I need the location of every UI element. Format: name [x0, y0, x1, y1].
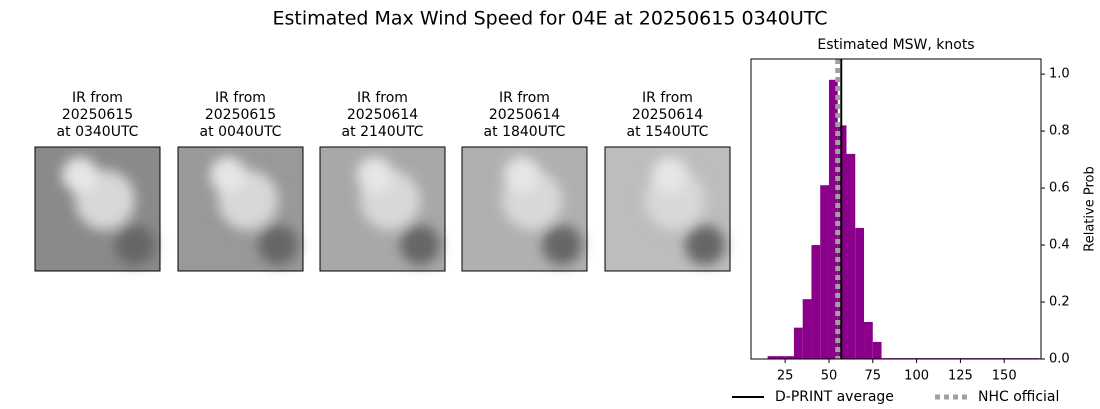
x-tick-label: 50 — [821, 369, 838, 384]
panel-label: at 0340UTC — [57, 124, 139, 140]
image-border — [461, 146, 588, 272]
panel-label: 20250614 — [632, 107, 703, 123]
cloud — [685, 225, 725, 265]
satellite-image — [177, 146, 304, 272]
image-border — [604, 146, 731, 272]
plot-frame — [750, 58, 1042, 360]
panel-label: at 0040UTC — [200, 124, 282, 140]
bar — [802, 299, 812, 359]
legend-label: D-PRINT average — [775, 389, 894, 405]
panel-label: IR from — [215, 90, 266, 106]
bar — [855, 227, 865, 359]
bar — [785, 356, 794, 359]
chart-title: Estimated MSW, knots — [817, 37, 974, 53]
panel-label: 20250614 — [347, 107, 418, 123]
x-tick-label: 125 — [948, 369, 973, 384]
satellite-image — [604, 146, 731, 272]
clouds — [62, 157, 155, 265]
bar — [767, 356, 777, 359]
panel-label: 20250615 — [205, 107, 276, 123]
clouds — [645, 157, 725, 265]
y-tick-label: 0.6 — [1049, 181, 1070, 196]
panel-label: IR from — [72, 90, 123, 106]
bar — [828, 79, 838, 359]
y-tick-label: 0.0 — [1049, 352, 1070, 367]
y-tick-label: 0.2 — [1049, 295, 1070, 310]
cloud — [652, 157, 688, 193]
cloud — [115, 225, 155, 265]
x-tick-label: 100 — [904, 369, 929, 384]
x-tick-label: 75 — [865, 369, 882, 384]
cloud — [542, 225, 582, 265]
bar — [776, 356, 786, 359]
satellite-image — [319, 146, 446, 272]
clouds — [502, 157, 582, 265]
image-border — [177, 146, 304, 272]
bar — [846, 153, 856, 359]
x-tick-label: 150 — [992, 369, 1017, 384]
clouds — [357, 157, 440, 265]
cloud — [357, 157, 393, 193]
panel-label: IR from — [357, 90, 408, 106]
satellite-image — [461, 146, 588, 272]
satellite-image — [34, 146, 161, 272]
cloud — [258, 225, 298, 265]
bar — [811, 245, 821, 359]
panel-label: 20250615 — [62, 107, 133, 123]
y-tick-label: 0.8 — [1049, 124, 1070, 139]
panel-label: IR from — [642, 90, 693, 106]
panel-label: at 1540UTC — [627, 124, 709, 140]
bar — [820, 185, 829, 359]
y-axis-label: Relative Prob — [1083, 166, 1098, 251]
panel-label: at 1840UTC — [484, 124, 566, 140]
figure-title: Estimated Max Wind Speed for 04E at 2025… — [272, 8, 827, 30]
y-tick-label: 0.4 — [1049, 238, 1070, 253]
legend-label: NHC official — [978, 389, 1059, 405]
bar — [793, 327, 803, 359]
cloud — [504, 157, 540, 193]
cloud — [210, 157, 246, 193]
panel-label: 20250614 — [489, 107, 560, 123]
y-tick-label: 1.0 — [1049, 67, 1070, 82]
bar — [864, 321, 873, 359]
x-tick-label: 25 — [777, 369, 794, 384]
panel-label: IR from — [499, 90, 550, 106]
image-border — [34, 146, 161, 272]
image-border — [319, 146, 446, 272]
panel-label: at 2140UTC — [342, 124, 424, 140]
clouds — [210, 157, 298, 265]
cloud — [62, 157, 98, 193]
cloud — [400, 225, 440, 265]
bar — [872, 341, 882, 359]
